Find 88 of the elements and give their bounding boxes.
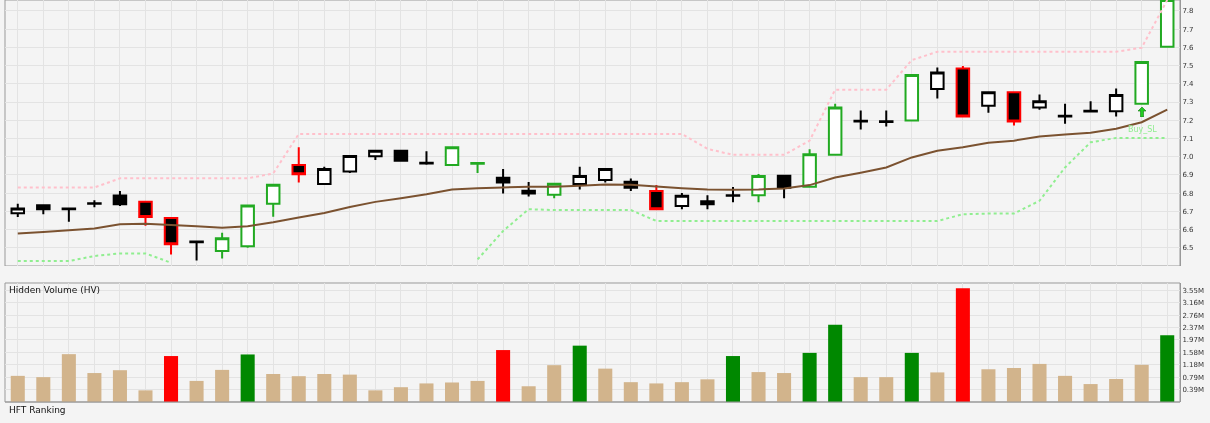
bar bbox=[598, 368, 613, 402]
candlestick bbox=[368, 149, 383, 161]
bar bbox=[112, 370, 127, 402]
candlestick bbox=[138, 200, 153, 227]
candlestick bbox=[1006, 91, 1022, 127]
bar bbox=[61, 354, 76, 402]
bar bbox=[164, 356, 179, 402]
candlestick bbox=[36, 204, 51, 216]
candlestick bbox=[265, 183, 281, 218]
candlestick bbox=[802, 148, 817, 188]
bar bbox=[572, 345, 587, 402]
bar bbox=[189, 380, 204, 402]
candlestick bbox=[1032, 93, 1047, 111]
candlestick bbox=[393, 149, 409, 163]
bar bbox=[36, 377, 51, 402]
candlestick bbox=[342, 154, 358, 175]
bar bbox=[955, 288, 970, 402]
candlestick bbox=[214, 231, 230, 260]
candlestick bbox=[598, 168, 613, 184]
bar bbox=[623, 382, 638, 402]
line-series bbox=[16, 0, 1169, 189]
bar bbox=[393, 387, 408, 402]
bar bbox=[240, 354, 255, 402]
candlestick bbox=[112, 190, 128, 207]
bar bbox=[317, 373, 332, 402]
candlestick bbox=[674, 192, 690, 211]
candlestick bbox=[470, 162, 485, 175]
candlestick bbox=[572, 165, 587, 191]
bar bbox=[547, 365, 562, 402]
bar bbox=[981, 369, 996, 402]
bar bbox=[215, 369, 230, 402]
candlestick bbox=[853, 109, 868, 131]
candlestick bbox=[1083, 100, 1098, 113]
bar bbox=[368, 390, 383, 402]
bar bbox=[904, 352, 919, 402]
candlestick bbox=[649, 184, 664, 211]
bar bbox=[496, 350, 511, 402]
candlestick bbox=[495, 168, 511, 195]
candlestick bbox=[955, 64, 971, 118]
bar bbox=[751, 372, 766, 402]
bar bbox=[1134, 364, 1149, 402]
candlestick bbox=[189, 240, 204, 262]
bar bbox=[1109, 379, 1124, 402]
annotation: Buy_SL bbox=[1128, 125, 1158, 134]
bar bbox=[419, 383, 434, 402]
bar bbox=[853, 377, 868, 402]
candlestick bbox=[751, 172, 766, 204]
bar bbox=[802, 352, 817, 402]
bar bbox=[1032, 363, 1047, 402]
candlestick bbox=[1108, 87, 1124, 118]
bar bbox=[291, 376, 306, 402]
bar bbox=[10, 375, 25, 402]
candlestick bbox=[317, 165, 332, 186]
bar bbox=[342, 374, 357, 402]
bar bbox=[674, 382, 689, 402]
chart-title: Hidden Volume (HV) bbox=[9, 285, 101, 295]
candlestick bbox=[291, 146, 307, 184]
candlestick bbox=[827, 102, 843, 156]
bar bbox=[444, 382, 460, 402]
bar bbox=[470, 380, 485, 402]
candlestick bbox=[878, 109, 894, 128]
bar bbox=[138, 390, 153, 402]
line-series bbox=[16, 108, 1169, 235]
candlestick bbox=[444, 146, 460, 167]
candlestick bbox=[1057, 102, 1073, 125]
candlestick bbox=[87, 199, 102, 209]
bar bbox=[700, 379, 715, 402]
bar bbox=[521, 386, 536, 402]
candlestick bbox=[1134, 60, 1149, 105]
bar bbox=[87, 373, 102, 402]
bar bbox=[1058, 375, 1073, 402]
bar bbox=[879, 377, 894, 402]
bar bbox=[777, 373, 792, 402]
bar bbox=[930, 372, 945, 402]
bar bbox=[266, 373, 281, 402]
bar bbox=[725, 356, 741, 402]
bar bbox=[1160, 335, 1175, 402]
candlestick bbox=[240, 204, 255, 249]
candlestick bbox=[981, 91, 996, 114]
candlestick bbox=[904, 73, 920, 122]
candlestick bbox=[930, 66, 945, 100]
candlestick bbox=[163, 216, 179, 256]
bar bbox=[828, 324, 843, 402]
candlestick bbox=[700, 194, 715, 211]
text: HFT Ranking bbox=[9, 405, 66, 415]
bar bbox=[649, 383, 664, 402]
bar bbox=[1006, 368, 1021, 402]
bar bbox=[1083, 384, 1098, 402]
